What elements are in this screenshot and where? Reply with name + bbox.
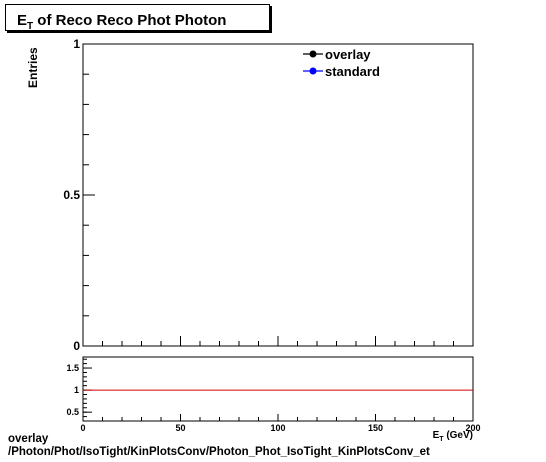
legend-marker (309, 67, 317, 75)
ratio-x-tick-label: 50 (175, 423, 185, 433)
main-plot-frame (82, 43, 474, 347)
ratio-x-tick-label: 100 (270, 423, 285, 433)
ratio-x-tick-label: 200 (465, 423, 480, 433)
main-y-tick-label: 0.5 (63, 188, 80, 202)
main-y-tick-label: 1 (73, 37, 80, 51)
ratio-y-tick-label: 1.5 (66, 363, 79, 373)
main-y-tick-label: 0 (73, 339, 80, 353)
legend-label: overlay (325, 47, 371, 62)
chart-title-box: ET of Reco Reco Phot Photon (5, 4, 270, 32)
main-y-axis-label: Entries (26, 47, 40, 88)
legend-marker (309, 50, 317, 58)
ratio-y-tick-label: 0.5 (66, 407, 79, 417)
legend-label: standard (325, 64, 380, 79)
footer-path: /Photon/Phot/IsoTight/KinPlotsConv/Photo… (8, 446, 430, 458)
ratio-plot-frame (82, 356, 474, 422)
ratio-x-tick-label: 0 (80, 423, 85, 433)
footer-label: overlay (8, 433, 49, 445)
ratio-x-axis-label: ET (GeV) (433, 430, 473, 443)
chart-title: ET of Reco Reco Phot Photon (17, 12, 227, 32)
ratio-y-tick-label: 1 (74, 385, 79, 395)
ratio-x-tick-label: 150 (368, 423, 383, 433)
